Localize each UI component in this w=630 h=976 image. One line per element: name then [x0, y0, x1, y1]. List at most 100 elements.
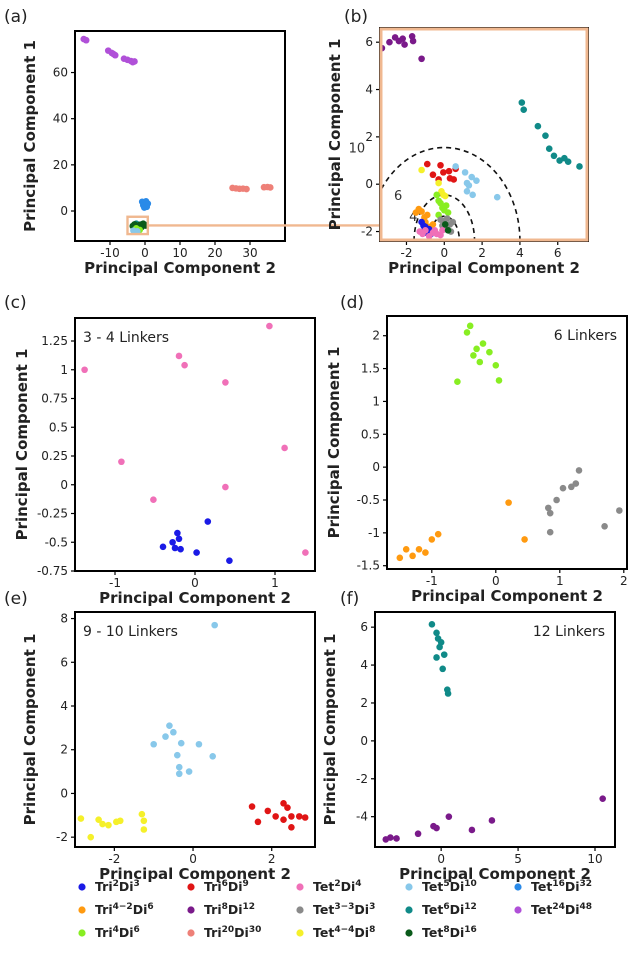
data-point-tet6di12 [542, 132, 549, 139]
x-tick-label: 10 [172, 246, 187, 260]
legend-marker-tet6di12 [405, 906, 413, 914]
y-tick-label: -0.5 [45, 535, 68, 549]
legend-marker-tet5di10 [405, 883, 413, 891]
data-point-tet44di8 [77, 815, 85, 822]
x-axis-title: Principal Component 2 [411, 587, 603, 605]
data-point-tri42di6 [434, 530, 442, 538]
data-point-tri6di9 [437, 161, 444, 169]
data-point-tet6di12 [444, 690, 452, 697]
data-point-tri8di12 [488, 817, 496, 824]
y-tick-label: 6 [365, 35, 373, 49]
data-point-tri6di9 [288, 824, 295, 831]
panel-annotation: 9 - 10 Linkers [83, 624, 178, 640]
contour-label: 6 [394, 189, 402, 204]
legend-marker-tri8di12 [187, 906, 195, 914]
data-point-tet5di10 [150, 740, 157, 748]
data-point-tri8di12 [393, 835, 400, 842]
data-point-tet6di12 [428, 621, 436, 628]
y-tick-label: 0 [365, 177, 373, 191]
data-point-tet2di4 [222, 379, 229, 386]
data-point-tet5di10 [211, 621, 218, 629]
data-point-tri6di9 [429, 171, 437, 179]
x-axis-title: Principal Component 2 [399, 865, 591, 883]
data-point-tet44di8 [140, 826, 148, 833]
data-point-tri8di12 [445, 813, 453, 820]
data-point-tri42di6 [521, 536, 528, 543]
data-point-tri42di6 [402, 545, 410, 553]
legend-entry-tet24di48: Tet24Di48 [531, 902, 592, 917]
data-point-tri42di6 [409, 552, 416, 560]
x-axis-title: Principal Component 2 [99, 589, 291, 607]
data-point-tet44di8 [87, 833, 95, 841]
legend-entry-tet6di12: Tet6Di12 [422, 902, 477, 917]
data-point-tri4di6 [470, 352, 477, 359]
data-point-tet5di10 [493, 193, 501, 201]
data-point-tri6di9 [440, 169, 447, 176]
data-point-tri6di9 [423, 160, 431, 168]
data-point-tri4di6 [486, 348, 493, 356]
y-tick-label: 60 [53, 66, 68, 80]
legend-marker-tet16di32 [514, 883, 522, 891]
data-point-tri42di6 [423, 211, 431, 219]
y-tick-label: 0 [60, 786, 68, 800]
data-point-tri20di30 [267, 184, 274, 191]
x-axis-title: Principal Component 2 [84, 259, 276, 277]
y-tick-label: -0.75 [37, 564, 68, 578]
data-point-tri2di3 [159, 543, 167, 551]
y-tick-label: 40 [53, 112, 68, 126]
x-tick-label: 2 [620, 574, 628, 588]
x-tick-label: 2 [478, 246, 486, 260]
data-point-tri6di9 [284, 804, 291, 811]
data-point-tet5di10 [461, 169, 469, 176]
legend-entry-tri4di6: Tri4Di6 [95, 925, 140, 940]
x-tick-label: -10 [100, 246, 120, 260]
data-point-tet2di4 [422, 227, 429, 234]
data-point-tet33di3 [544, 504, 552, 512]
data-point-tri6di9 [295, 813, 303, 820]
data-point-tri2di3 [226, 557, 233, 564]
x-tick-label: -1 [109, 576, 121, 590]
legend-entry-tet8di16: Tet8Di16 [422, 925, 477, 940]
data-point-tet2di4 [175, 352, 183, 360]
data-point-tet6di12 [564, 158, 572, 166]
contour-label: 4 [409, 210, 417, 225]
data-point-tet5di10 [452, 163, 459, 170]
y-tick-label: 6 [360, 620, 368, 634]
data-point-tet6di12 [520, 106, 528, 113]
data-point-tet5di10 [173, 751, 181, 759]
data-point-tet24di48 [131, 58, 138, 65]
plot-frame [74, 317, 316, 572]
x-tick-label: 0 [437, 852, 445, 866]
data-point-tri42di6 [428, 536, 436, 543]
y-tick-label: 8 [60, 612, 68, 626]
data-point-tri2di3 [204, 518, 212, 525]
data-point-tri4di6 [479, 340, 487, 347]
legend-marker-tet44di8 [296, 929, 304, 937]
x-tick-label: 0 [440, 246, 448, 260]
data-point-tet5di10 [465, 182, 473, 189]
y-tick-label: -1.5 [357, 559, 380, 573]
x-tick-label: 1 [556, 574, 564, 588]
plot-frame [379, 27, 589, 242]
contour-label: 10 [349, 142, 366, 157]
panel-5: (e) -2 0 2 -2 0 2 4 6 8 Principal Component 2 Princ… [4, 589, 316, 883]
legend-entry-tet16di32: Tet16Di32 [531, 879, 592, 894]
data-point-tet8di16 [441, 221, 449, 228]
x-tick-label: -2 [108, 852, 120, 866]
data-point-tri6di9 [288, 813, 295, 820]
data-point-tri4di6 [454, 378, 461, 386]
data-point-tri2di3 [193, 549, 200, 556]
y-tick-label: -2 [356, 772, 368, 786]
data-point-tri6di9 [272, 813, 279, 820]
data-point-tri4di6 [433, 191, 441, 199]
plot-frame [74, 611, 316, 848]
y-tick-label: 4 [360, 658, 368, 672]
data-point-tri4di6 [495, 377, 503, 384]
legend-entry-tet2di4: Tet2Di4 [313, 879, 362, 894]
data-point-tet6di12 [550, 152, 558, 160]
data-point-tet2di4 [425, 232, 433, 240]
y-axis-title: Principal Component 1 [21, 634, 39, 826]
legend-entry-tri42di6: Tri4−2Di6 [95, 902, 154, 917]
data-point-tri4di6 [442, 202, 450, 209]
data-point-tri4di6 [466, 322, 474, 330]
